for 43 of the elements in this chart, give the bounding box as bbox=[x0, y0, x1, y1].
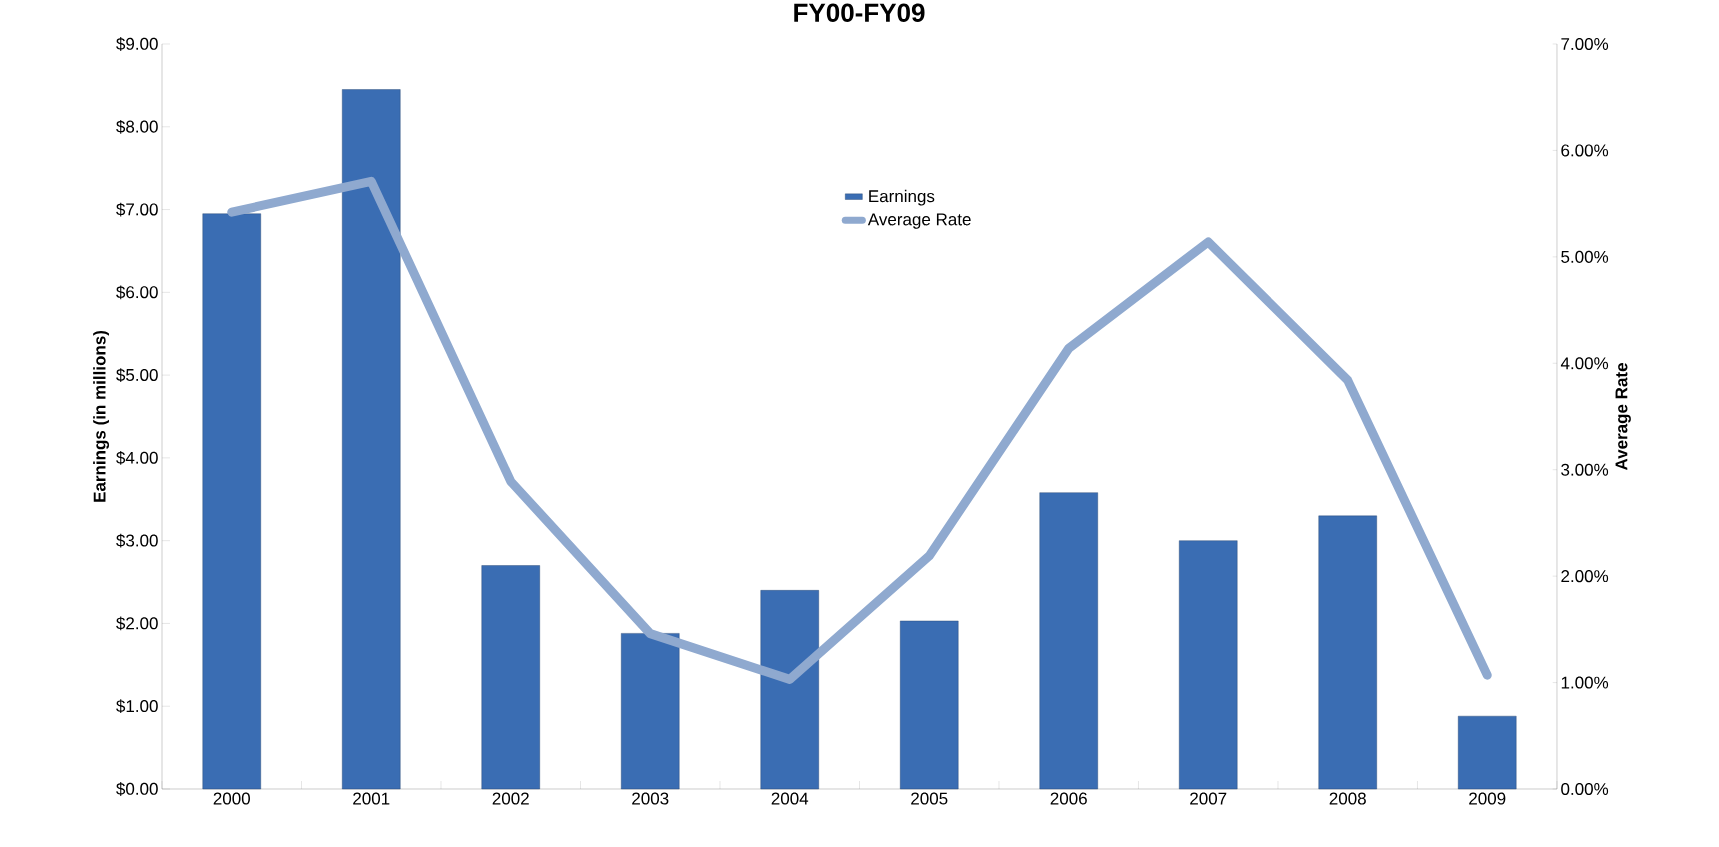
x-tick-label: 2002 bbox=[492, 792, 529, 805]
y-tick-label: $2.00 bbox=[116, 616, 158, 631]
y-tick-label: $7.00 bbox=[116, 202, 158, 217]
x-tick-label: 2007 bbox=[1190, 792, 1227, 805]
x-tick-label: 2003 bbox=[632, 792, 669, 805]
y2-tick-label: 4.00% bbox=[1560, 357, 1609, 370]
y2-tick-label: 1.00% bbox=[1561, 676, 1609, 689]
y-tick-label: $8.00 bbox=[116, 119, 158, 134]
y2-axis-title: Average Rate bbox=[1615, 363, 1631, 471]
y2-tick-label: 3.00% bbox=[1561, 463, 1609, 476]
y-tick-label: $6.00 bbox=[116, 285, 158, 300]
y-tick-label: $4.00 bbox=[116, 451, 158, 465]
y-axis-title: Earnings (in millions) bbox=[93, 330, 110, 502]
bar bbox=[202, 213, 261, 790]
y2-tick-label: 2.00% bbox=[1561, 570, 1609, 583]
y-tick-label: $5.00 bbox=[116, 368, 158, 382]
x-tick-label: 2001 bbox=[353, 792, 390, 805]
bar bbox=[621, 633, 680, 790]
bar bbox=[481, 565, 540, 790]
y-tick-label: $3.00 bbox=[116, 533, 158, 548]
y2-tick-label: 7.00% bbox=[1561, 37, 1609, 51]
x-tick-label: 2004 bbox=[771, 792, 809, 805]
bar bbox=[1318, 515, 1377, 790]
bar bbox=[342, 89, 401, 790]
y-tick-label: $1.00 bbox=[116, 699, 158, 714]
x-tick-label: 2006 bbox=[1050, 792, 1087, 805]
y2-tick-label: 6.00% bbox=[1561, 144, 1609, 157]
y2-tick-label: 0.00% bbox=[1561, 782, 1609, 796]
legend-label: Earnings bbox=[869, 189, 935, 206]
legend-label: Average Rate bbox=[867, 213, 971, 229]
x-tick-label: 2009 bbox=[1469, 792, 1506, 805]
bar bbox=[1179, 540, 1238, 790]
bar bbox=[760, 590, 819, 790]
x-tick-label: 2005 bbox=[911, 792, 948, 805]
bar bbox=[900, 620, 959, 790]
x-tick-label: 2000 bbox=[213, 792, 250, 805]
bar bbox=[1458, 715, 1517, 790]
bar bbox=[1039, 492, 1098, 790]
y-tick-label: $9.00 bbox=[116, 37, 158, 51]
chart-title: FY00-FY09 bbox=[794, 3, 925, 22]
y-tick-label: $0.00 bbox=[116, 782, 158, 796]
x-tick-label: 2008 bbox=[1329, 792, 1366, 805]
y2-tick-label: 5.00% bbox=[1561, 250, 1609, 263]
